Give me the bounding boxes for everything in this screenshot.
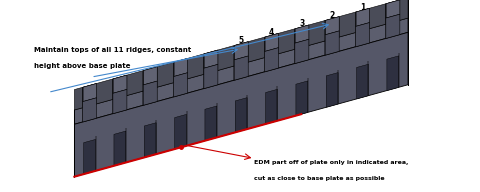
Polygon shape xyxy=(144,123,156,157)
Polygon shape xyxy=(235,98,247,132)
Text: height above base plate: height above base plate xyxy=(34,63,130,69)
Polygon shape xyxy=(234,56,248,80)
Polygon shape xyxy=(386,0,400,18)
Polygon shape xyxy=(264,33,278,51)
Polygon shape xyxy=(84,139,96,174)
Polygon shape xyxy=(356,23,370,47)
Polygon shape xyxy=(74,0,408,110)
Text: Maintain tops of all 11 ridges, constant: Maintain tops of all 11 ridges, constant xyxy=(34,47,191,53)
Text: 5: 5 xyxy=(239,36,244,45)
Polygon shape xyxy=(83,84,96,102)
Polygon shape xyxy=(357,64,369,99)
Polygon shape xyxy=(143,81,157,105)
Polygon shape xyxy=(113,75,127,93)
Polygon shape xyxy=(113,89,127,114)
Polygon shape xyxy=(175,114,187,149)
Polygon shape xyxy=(205,106,217,141)
Polygon shape xyxy=(265,89,277,124)
Polygon shape xyxy=(204,64,218,89)
Polygon shape xyxy=(387,56,399,91)
Polygon shape xyxy=(325,31,339,55)
Text: 2: 2 xyxy=(330,11,335,20)
Polygon shape xyxy=(83,98,96,122)
Polygon shape xyxy=(386,14,400,38)
Polygon shape xyxy=(74,18,408,124)
Polygon shape xyxy=(295,39,309,64)
Polygon shape xyxy=(295,25,309,49)
Polygon shape xyxy=(174,58,188,83)
Text: EDM part off of plate only in indicated area,: EDM part off of plate only in indicated … xyxy=(254,160,409,165)
Text: 1: 1 xyxy=(360,2,365,12)
Polygon shape xyxy=(174,73,188,97)
Polygon shape xyxy=(204,50,218,74)
Polygon shape xyxy=(295,25,309,43)
Text: cut as close to base plate as possible: cut as close to base plate as possible xyxy=(254,176,385,181)
Polygon shape xyxy=(325,17,339,35)
Polygon shape xyxy=(356,8,370,26)
Polygon shape xyxy=(325,17,339,41)
Polygon shape xyxy=(234,42,248,60)
Polygon shape xyxy=(174,58,188,77)
Text: 4: 4 xyxy=(269,28,274,37)
Polygon shape xyxy=(74,32,408,177)
Polygon shape xyxy=(204,50,218,68)
Polygon shape xyxy=(264,48,278,72)
Polygon shape xyxy=(234,42,248,66)
Polygon shape xyxy=(143,67,157,85)
Polygon shape xyxy=(83,84,96,108)
Polygon shape xyxy=(386,0,400,24)
Polygon shape xyxy=(264,33,278,58)
Polygon shape xyxy=(326,73,338,107)
Text: 3: 3 xyxy=(299,19,304,28)
Polygon shape xyxy=(114,131,126,166)
Polygon shape xyxy=(356,8,370,32)
Polygon shape xyxy=(113,75,127,99)
Polygon shape xyxy=(296,81,308,116)
Polygon shape xyxy=(143,67,157,91)
